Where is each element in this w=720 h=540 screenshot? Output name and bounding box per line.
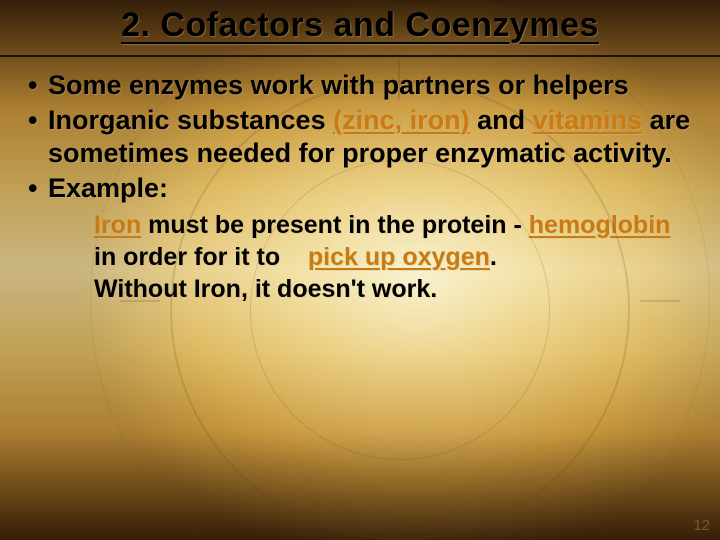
highlight-text: Iron [94, 211, 141, 239]
bullet-item: Example: [24, 172, 696, 205]
bullet-item: Some enzymes work with partners or helpe… [24, 69, 696, 102]
bullet-text: and [470, 105, 533, 135]
content-area: Some enzymes work with partners or helpe… [0, 57, 720, 305]
bullet-item: Inorganic substances (zinc, iron) and vi… [24, 104, 696, 170]
highlight-text: pick up oxygen [308, 243, 490, 271]
example-text: . [490, 243, 497, 271]
slide-title: 2. Cofactors and Coenzymes [121, 6, 599, 44]
bullet-text: Some enzymes work with partners or helpe… [48, 70, 629, 100]
highlight-text: (zinc, iron) [333, 105, 470, 135]
bullet-text: Inorganic substances [48, 105, 333, 135]
page-number: 12 [693, 517, 710, 534]
bullet-list: Some enzymes work with partners or helpe… [24, 69, 696, 205]
highlight-text: hemoglobin [529, 211, 671, 239]
highlight-text: vitamins [533, 105, 643, 135]
bullet-text: Example: [48, 173, 168, 203]
example-text: must be present in the protein - [141, 211, 529, 239]
example-text: Without Iron, it doesn't work. [94, 275, 437, 303]
title-area: 2. Cofactors and Coenzymes [0, 0, 720, 45]
example-block: Iron must be present in the protein - he… [24, 207, 696, 305]
example-text: in order for it to [94, 243, 287, 271]
